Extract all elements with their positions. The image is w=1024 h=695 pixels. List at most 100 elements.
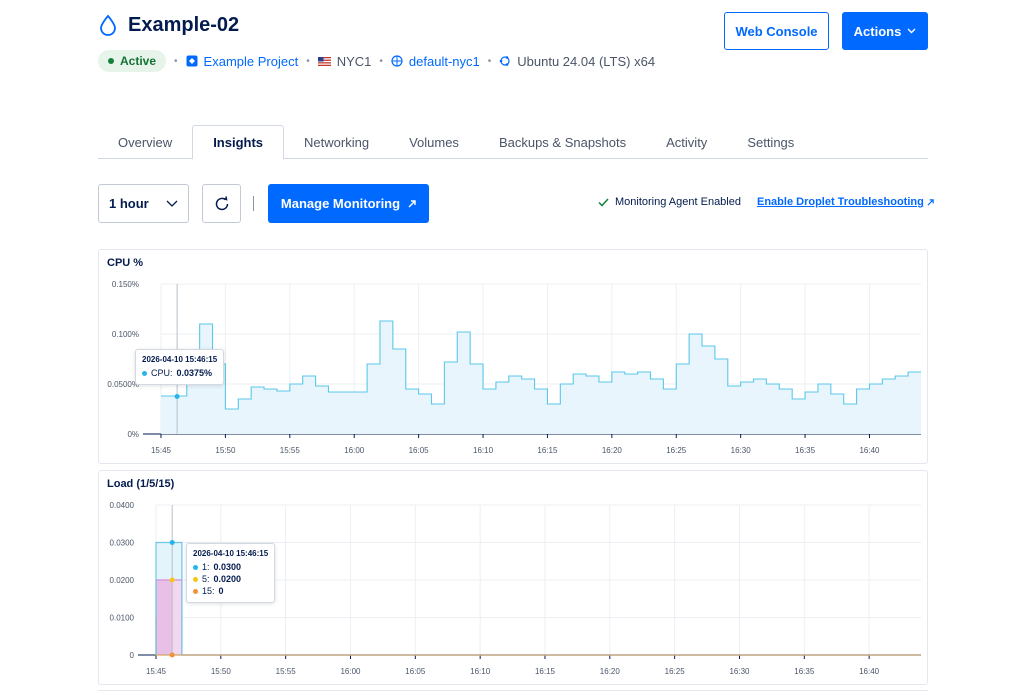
tab-volumes[interactable]: Volumes [409,134,459,150]
x-tick-label: 16:35 [795,446,816,455]
load5-hover-point [169,577,175,583]
region-label: NYC1 [336,53,372,69]
cpu-chart-panel: CPU % 0% 0.0500% 0.100% 0.150% 15:45 15:50 15:… [98,249,928,464]
load15-value: 0 [218,586,224,596]
vpc-name[interactable]: default-nyc1 [408,53,480,69]
tab-activity[interactable]: Activity [666,134,708,150]
y-tick-label: 0.0100 [110,614,135,623]
y-tick-label: 0.0300 [110,539,135,548]
load5-value: 0.0200 [213,574,242,584]
cpu-chart[interactable]: 0% 0.0500% 0.100% 0.150% 15:45 15:50 15:55 16:0… [99,250,929,465]
cpu-area-fill [161,321,921,434]
enable-troubleshooting-link[interactable]: Enable Droplet Troubleshooting [757,196,934,208]
x-tick-label: 16:10 [470,667,491,676]
project-link[interactable]: Example Project [186,53,299,69]
check-icon [598,197,609,207]
next-panel-edge [98,690,928,695]
insights-toolbar: 1 hour Manage Monitoring Monitoring Agen… [98,184,934,224]
chevron-down-icon [166,200,178,207]
load1-hover-point [169,540,175,545]
x-tick-label: 16:20 [602,446,623,455]
actions-label: Actions [853,23,902,39]
load-chart-panel: Load (1/5/15) 0 0.0100 0.0200 0.0300 0.0400 1… [98,470,928,685]
load-chart-title: Load (1/5/15) [107,478,175,490]
load15-dot-icon [193,588,198,594]
refresh-icon [215,195,228,210]
load15-hover-point [169,652,175,658]
cpu-tooltip-value: 0.0375% [176,368,213,378]
load1-label: 1: [202,562,210,572]
separator-dot: • [487,55,492,67]
x-tick-label: 16:00 [340,667,361,676]
load-tooltip-row-15: 15: 0 [193,585,268,597]
cpu-series-line [161,320,921,410]
load1-dot-icon [193,564,198,570]
droplet-icon [98,14,118,36]
load15-label: 15: [202,586,215,596]
x-tick-label: 16:15 [535,667,556,676]
cpu-tooltip-label: CPU: [151,368,173,378]
load15-series-line [155,617,921,656]
ubuntu-icon [499,56,510,66]
troubleshooting-label: Enable Droplet Troubleshooting [757,196,924,208]
x-tick-label: 15:55 [276,667,297,676]
load-chart[interactable]: 0 0.0100 0.0200 0.0300 0.0400 15:45 15:50 15:55… [99,471,929,686]
load-tooltip-row-1: 1: 0.0300 [193,561,268,573]
refresh-button[interactable] [202,184,241,223]
load5-dot-icon [193,576,198,582]
tab-settings[interactable]: Settings [747,134,795,150]
monitoring-agent-status: Monitoring Agent Enabled [598,196,741,208]
x-tick-label: 16:10 [473,446,494,455]
load1-value: 0.0300 [213,562,242,572]
droplet-header: Example-02 Active • Example Project • NY… [98,10,928,80]
cpu-hover-point [174,394,180,399]
x-tick-label: 15:50 [215,446,236,455]
separator-dot: • [306,55,310,67]
y-tick-label: 0% [127,430,139,439]
y-tick-label: 0.0200 [110,576,135,585]
x-tick-label: 16:05 [409,446,430,455]
os-info: Ubuntu 24.04 (LTS) x64 [499,54,655,69]
title-row: Example-02 [98,10,928,40]
cpu-chart-title: CPU % [107,257,144,269]
tab-networking[interactable]: Networking [304,134,370,150]
droplet-name: Example-02 [128,13,240,36]
x-tick-label: 16:25 [665,667,686,676]
x-tick-label: 16:40 [859,667,880,676]
status-label: Active [120,54,157,68]
region-info: NYC1 [317,53,372,69]
y-tick-label: 0.100% [112,330,139,339]
manage-monitoring-button[interactable]: Manage Monitoring [268,184,429,223]
x-tick-label: 15:45 [151,446,172,455]
x-tick-label: 16:25 [666,446,687,455]
tab-insights[interactable]: Insights [192,125,285,160]
x-tick-label: 16:20 [600,667,621,676]
vpc-link[interactable]: default-nyc1 [391,54,480,69]
load-tooltip-row-5: 5: 0.0200 [193,573,268,585]
droplet-meta: Active • Example Project • NYC1 • defaul… [98,50,655,72]
load-tooltip: 2026-04-10 15:46:15 1: 0.0300 5: 0.0200 … [186,543,276,603]
project-name[interactable]: Example Project [203,53,299,69]
y-tick-label: 0.0500% [107,380,139,389]
x-tick-label: 15:55 [280,446,301,455]
x-tick-label: 16:05 [405,667,426,676]
os-label: Ubuntu 24.04 (LTS) x64 [517,53,656,69]
tab-overview[interactable]: Overview [118,134,173,150]
load-band-fill [156,580,173,655]
web-console-button[interactable]: Web Console [724,12,829,50]
separator-dot: • [174,55,178,67]
x-tick-label: 16:40 [859,446,880,455]
x-tick-label: 15:45 [146,667,167,676]
x-tick-label: 16:00 [344,446,365,455]
y-tick-label: 0 [130,651,135,660]
project-icon [186,55,198,67]
time-period-select[interactable]: 1 hour [98,184,189,223]
separator-dot: • [379,55,383,67]
toolbar-divider [253,196,254,211]
vpc-icon [391,55,403,67]
actions-button[interactable]: Actions [842,12,928,50]
cpu-tooltip: 2026-04-10 15:46:15 CPU: 0.0375% [135,349,225,385]
agent-status-label: Monitoring Agent Enabled [615,196,741,208]
x-tick-label: 15:50 [211,667,232,676]
tab-backups-snapshots[interactable]: Backups & Snapshots [498,134,627,150]
